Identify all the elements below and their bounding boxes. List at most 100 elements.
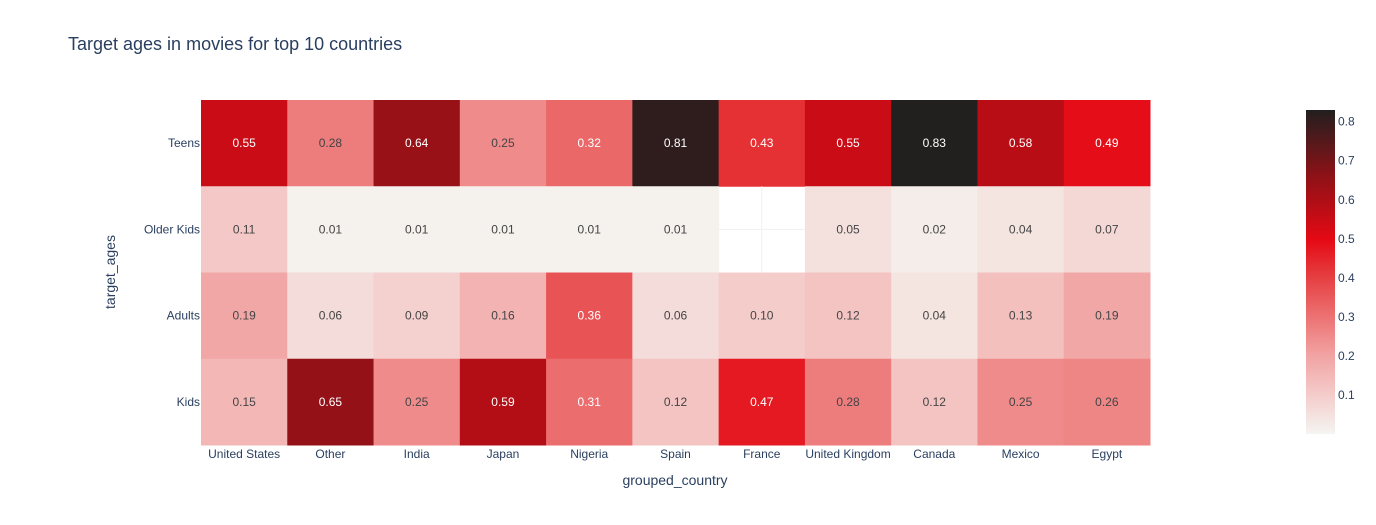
x-tick-label: India <box>404 447 430 461</box>
cell-value-label: 0.01 <box>405 222 429 236</box>
colorbar-tick-label: 0.3 <box>1338 310 1355 324</box>
cell-value-label: 0.25 <box>1009 395 1033 409</box>
heatmap-cell <box>977 272 1065 360</box>
heatmap-cell <box>373 358 461 446</box>
colorbar-tick-label: 0.4 <box>1338 271 1355 285</box>
heatmap-cell <box>546 186 633 273</box>
cell-value-label: 0.09 <box>405 309 429 323</box>
y-tick-label: Older Kids <box>144 222 200 236</box>
heatmap-cell <box>632 358 720 446</box>
y-axis-title: target_ages <box>102 235 118 309</box>
cell-value-label: 0.11 <box>233 222 256 236</box>
x-tick-label: Mexico <box>1002 447 1040 461</box>
heatmap-cell <box>201 358 288 446</box>
x-axis-title: grouped_country <box>622 472 727 488</box>
cell-value-label: 0.65 <box>319 395 343 409</box>
heatmap-cell <box>1063 272 1151 360</box>
heatmap-cell-labels: 0.55 0.28 0.64 0.25 0.32 0.81 0.43 0.55 0.83 0.58… <box>232 136 1118 409</box>
heatmap-cell <box>459 100 547 187</box>
cell-value-label: 0.58 <box>1009 136 1033 150</box>
heatmap-cell <box>804 100 892 187</box>
cell-value-label: 0.81 <box>664 136 688 150</box>
cell-value-label: 0.04 <box>923 309 947 323</box>
y-tick-label: Teens <box>168 136 200 150</box>
cell-value-label: 0.16 <box>491 309 515 323</box>
cell-value-label: 0.31 <box>578 395 602 409</box>
colorbar-tick-label: 0.6 <box>1338 193 1355 207</box>
cell-value-label: 0.02 <box>923 222 947 236</box>
cell-value-label: 0.05 <box>836 222 860 236</box>
heatmap-cell <box>891 100 978 187</box>
heatmap-cell <box>632 272 720 360</box>
heatmap-cell <box>287 358 375 446</box>
cell-value-label: 0.28 <box>836 395 860 409</box>
y-axis-ticks: Teens Older Kids Adults Kids <box>144 136 200 409</box>
heatmap-cell <box>287 272 375 360</box>
x-tick-label: Japan <box>487 447 520 461</box>
cell-value-label: 0.25 <box>405 395 429 409</box>
heatmap-cell <box>459 358 547 446</box>
cell-value-label: 0.19 <box>1095 309 1119 323</box>
heatmap-cell <box>977 186 1065 273</box>
cell-value-label: 0.01 <box>664 222 688 236</box>
chart-title: Target ages in movies for top 10 countri… <box>68 34 402 54</box>
heatmap-cell <box>891 272 978 360</box>
heatmap-cell <box>546 100 633 187</box>
x-tick-label: United States <box>208 447 280 461</box>
heatmap-cell <box>804 358 892 446</box>
cell-value-label: 0.12 <box>923 395 947 409</box>
cell-value-label: 0.13 <box>1009 309 1033 323</box>
cell-value-label: 0.26 <box>1095 395 1119 409</box>
heatmap-cell <box>546 272 633 360</box>
cell-value-label: 0.49 <box>1095 136 1119 150</box>
cell-value-label: 0.47 <box>750 395 774 409</box>
heatmap-cell <box>373 100 461 187</box>
heatmap-cell <box>804 272 892 360</box>
colorbar-gradient <box>1306 110 1335 434</box>
heatmap-cell <box>201 186 288 273</box>
x-tick-label: Spain <box>660 447 691 461</box>
cell-value-label: 0.04 <box>1009 222 1033 236</box>
heatmap-cells <box>201 100 1151 446</box>
cell-value-label: 0.12 <box>836 309 860 323</box>
x-tick-label: Other <box>315 447 345 461</box>
heatmap-cell <box>373 272 461 360</box>
cell-value-label: 0.43 <box>750 136 774 150</box>
cell-value-label: 0.36 <box>578 309 602 323</box>
cell-value-label: 0.25 <box>491 136 515 150</box>
heatmap-cell <box>718 100 806 187</box>
x-tick-label: United Kingdom <box>805 447 890 461</box>
heatmap-cell <box>718 272 806 360</box>
heatmap-cell <box>632 186 720 273</box>
cell-value-label: 0.01 <box>491 222 515 236</box>
colorbar-tick-label: 0.2 <box>1338 349 1355 363</box>
colorbar-tick-label: 0.8 <box>1338 115 1355 129</box>
colorbar: 0.1 0.2 0.3 0.4 0.5 0.6 0.7 0.8 <box>1306 110 1355 434</box>
cell-value-label: 0.55 <box>836 136 860 150</box>
x-tick-label: Canada <box>913 447 955 461</box>
heatmap-cell <box>891 358 978 446</box>
cell-value-label: 0.10 <box>750 309 774 323</box>
x-tick-label: France <box>743 447 781 461</box>
heatmap-cell <box>977 100 1065 187</box>
cell-value-label: 0.28 <box>319 136 343 150</box>
heatmap-cell <box>459 186 547 273</box>
heatmap-cell <box>1063 358 1151 446</box>
heatmap-cell <box>632 100 720 187</box>
x-tick-label: Nigeria <box>570 447 608 461</box>
y-tick-label: Kids <box>177 395 200 409</box>
heatmap-cell <box>1063 186 1151 273</box>
cell-value-label: 0.59 <box>491 395 515 409</box>
x-tick-label: Egypt <box>1092 447 1123 461</box>
heatmap-cell <box>804 186 892 273</box>
cell-value-label: 0.06 <box>664 309 688 323</box>
heatmap-cell <box>201 100 288 187</box>
heatmap-cell <box>201 272 288 360</box>
cell-value-label: 0.07 <box>1095 222 1119 236</box>
x-axis-ticks: United States Other India Japan Nigeria Spain… <box>208 447 1123 461</box>
heatmap-cell <box>287 186 375 273</box>
heatmap-cell <box>287 100 375 187</box>
colorbar-tick-label: 0.7 <box>1338 154 1355 168</box>
cell-value-label: 0.32 <box>578 136 602 150</box>
